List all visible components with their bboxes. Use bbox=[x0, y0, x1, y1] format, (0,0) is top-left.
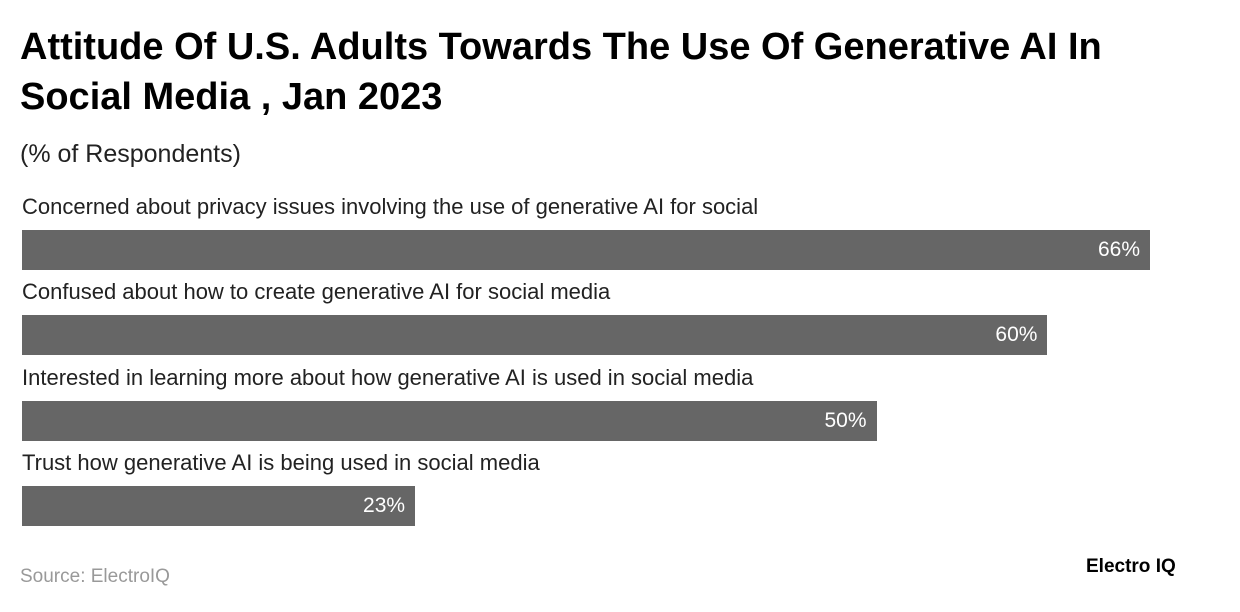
bar: 66% bbox=[22, 230, 1150, 270]
category-label: Confused about how to create generative … bbox=[22, 279, 611, 305]
category-label: Concerned about privacy issues involving… bbox=[22, 194, 759, 219]
source: Source: ElectroIQ bbox=[20, 566, 170, 587]
value-label: 23% bbox=[363, 493, 406, 517]
bar: 60% bbox=[22, 315, 1048, 356]
chart-subtitle: (% of Respondents) bbox=[20, 140, 241, 168]
category-label: Trust how generative AI is being used in… bbox=[22, 449, 540, 475]
chart-title: Attitude Of U.S. Adults Towards The Use … bbox=[20, 26, 1102, 118]
value-label: 60% bbox=[995, 323, 1038, 347]
bar: 23% bbox=[22, 485, 416, 526]
value-label: 50% bbox=[824, 408, 867, 432]
value-label: 66% bbox=[1097, 238, 1140, 261]
brand: Electro IQ bbox=[1086, 556, 1176, 577]
bar: 50% bbox=[22, 400, 877, 441]
category-label: Interested in learning more about how ge… bbox=[22, 364, 754, 390]
